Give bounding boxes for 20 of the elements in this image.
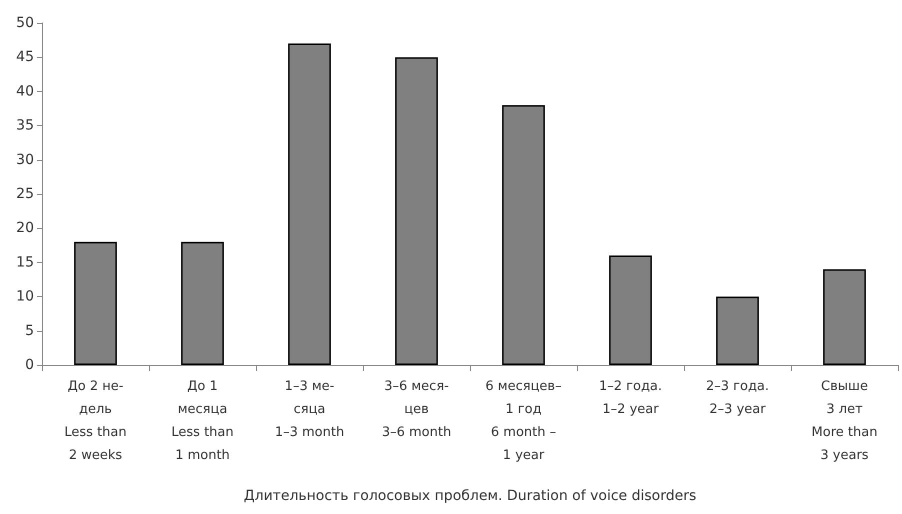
y-tick-label: 10 bbox=[16, 288, 34, 305]
x-tick-label: До 2 не- дель Less than 2 weeks bbox=[64, 379, 127, 463]
y-tick-label: 35 bbox=[16, 118, 34, 134]
y-tick-label: 45 bbox=[16, 49, 34, 66]
x-axis-title: Длительность голосовых проблем. Duration of voice disorders bbox=[244, 488, 696, 504]
y-tick-label: 25 bbox=[16, 186, 34, 202]
x-tick-label: Свыше 3 лет More than 3 years bbox=[812, 379, 878, 463]
x-tick-label: До 1 месяца Less than 1 month bbox=[171, 379, 234, 463]
y-tick-label: 5 bbox=[25, 322, 34, 339]
y-tick-label: 0 bbox=[25, 357, 34, 373]
x-tick-label: 1–2 года. 1–2 year bbox=[598, 379, 662, 417]
y-tick-label: 15 bbox=[16, 254, 34, 270]
x-tick-label: 1–3 ме- сяца 1–3 month bbox=[274, 379, 344, 440]
y-tick-label: 30 bbox=[16, 152, 34, 168]
x-tick-label: 3–6 меся- цев 3–6 month bbox=[382, 379, 452, 440]
x-tick-label: 2–3 года. 2–3 year bbox=[706, 379, 770, 417]
y-tick-label: 40 bbox=[16, 83, 34, 100]
y-tick-label: 20 bbox=[16, 220, 34, 236]
y-tick-label: 50 bbox=[16, 15, 34, 31]
x-tick-label: 6 месяцев– 1 год 6 month – 1 year bbox=[485, 379, 562, 463]
